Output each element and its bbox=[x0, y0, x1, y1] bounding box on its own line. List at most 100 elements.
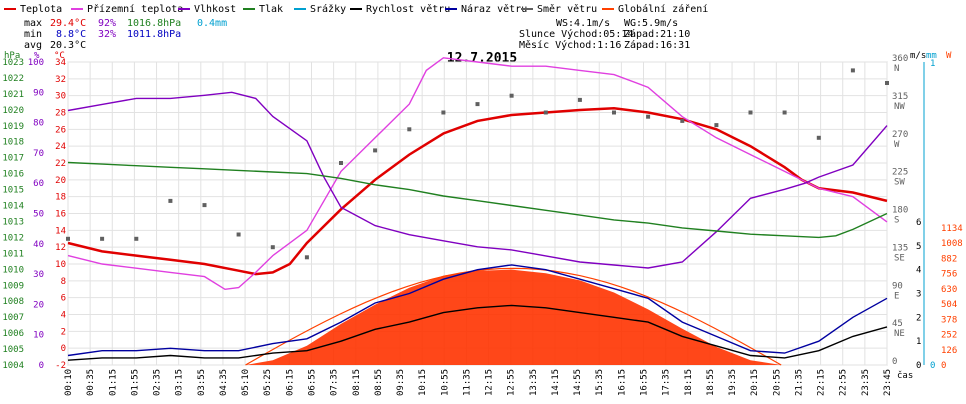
temp-axis-tick-13: 24 bbox=[55, 142, 66, 152]
stats-max-press: 1016.8hPa bbox=[127, 18, 181, 29]
temp-unit: °C bbox=[54, 51, 65, 61]
x-axis-tick-1: 00:35 bbox=[86, 369, 96, 396]
pct-axis-tick-3: 30 bbox=[33, 270, 44, 280]
legend-label-5: Rychlost větru bbox=[366, 3, 450, 15]
dir-axis-tick-0: 360 bbox=[892, 54, 908, 64]
wind-dir-point-18 bbox=[680, 118, 685, 123]
ms-axis-tick-0: 0 bbox=[916, 361, 921, 371]
dir-axis-tick-3: 225 bbox=[892, 168, 908, 178]
pct-axis-tick-4: 40 bbox=[33, 240, 44, 250]
hpa-axis-tick-10: 1014 bbox=[2, 202, 24, 212]
x-axis-tick-0: 00:10 bbox=[64, 369, 74, 396]
dir-axis-label-1: NW bbox=[894, 102, 905, 112]
hpa-axis-tick-1: 1005 bbox=[2, 345, 24, 355]
pct-unit: % bbox=[34, 51, 40, 61]
x-axis-tick-34: 22:15 bbox=[817, 369, 827, 396]
hpa-axis-tick-9: 1013 bbox=[2, 218, 24, 228]
x-axis-tick-22: 14:15 bbox=[551, 369, 561, 396]
temp-axis-tick-7: 12 bbox=[55, 243, 66, 253]
wind-dir-point-15 bbox=[577, 97, 582, 102]
stats-max-temp: 29.4°C bbox=[50, 18, 86, 29]
x-axis-tick-5: 03:15 bbox=[175, 369, 185, 396]
dir-axis-label-4: S bbox=[894, 216, 899, 226]
hpa-axis-tick-18: 1022 bbox=[2, 74, 24, 84]
temp-axis-tick-12: 22 bbox=[55, 159, 66, 169]
stats-min-press: 1011.8hPa bbox=[127, 29, 181, 40]
temp-axis-tick-3: 4 bbox=[61, 311, 66, 321]
dir-axis-label-7: NE bbox=[894, 329, 905, 339]
dir-axis-label-5: SE bbox=[894, 253, 905, 263]
stats-avg-temp: 20.3°C bbox=[50, 40, 86, 51]
hpa-axis-tick-6: 1010 bbox=[2, 265, 24, 275]
temp-axis-tick-17: 32 bbox=[55, 75, 66, 85]
info-moon-set: Západ:16:31 bbox=[624, 39, 690, 51]
x-axis-tick-13: 08:15 bbox=[352, 369, 362, 396]
x-axis-tick-10: 06:15 bbox=[285, 369, 295, 396]
x-axis-tick-24: 15:35 bbox=[595, 369, 605, 396]
x-axis-tick-11: 06:55 bbox=[308, 369, 318, 396]
w-axis-tick-7: 882 bbox=[941, 254, 957, 264]
info-wg: WG:5.9m/s bbox=[624, 18, 678, 29]
temp-axis-tick-10: 18 bbox=[55, 193, 66, 203]
hpa-axis-tick-17: 1021 bbox=[2, 90, 24, 100]
series-vlhkost bbox=[67, 91, 888, 269]
radiation-layer bbox=[245, 267, 782, 366]
dir-axis-tick-1: 315 bbox=[892, 92, 908, 102]
info-moon: Měsíc Východ:1:16 bbox=[519, 39, 621, 51]
stats-max-hum: 92% bbox=[98, 18, 116, 29]
temp-axis-tick-0: -2 bbox=[55, 361, 66, 371]
wind-dir-point-3 bbox=[168, 198, 173, 203]
wind-dir-point-19 bbox=[714, 123, 719, 128]
hpa-axis-tick-14: 1018 bbox=[2, 138, 24, 148]
x-axis-tick-18: 11:35 bbox=[462, 369, 472, 396]
wind-dir-point-21 bbox=[782, 110, 787, 115]
wind-dir-point-23 bbox=[850, 68, 855, 73]
stats-max-rain: 0.4mm bbox=[197, 18, 227, 29]
x-axis-tick-16: 10:15 bbox=[418, 369, 428, 396]
x-axis-tick-30: 19:35 bbox=[728, 369, 738, 396]
radiation-area bbox=[245, 269, 782, 365]
ms-axis-tick-4: 4 bbox=[916, 266, 921, 276]
series-layer bbox=[66, 57, 889, 361]
w-axis-tick-9: 1134 bbox=[941, 224, 963, 234]
temp-axis-tick-2: 2 bbox=[61, 327, 66, 337]
w-axis-tick-2: 252 bbox=[941, 331, 957, 341]
pct-axis-tick-6: 60 bbox=[33, 179, 44, 189]
wind-dir-point-22 bbox=[816, 135, 821, 140]
wind-dir-point-17 bbox=[646, 114, 651, 119]
x-axis-tick-26: 16:55 bbox=[640, 369, 650, 396]
w-axis-tick-0: 0 bbox=[941, 361, 946, 371]
hpa-axis-tick-16: 1020 bbox=[2, 106, 24, 116]
temp-axis-tick-18: 34 bbox=[55, 58, 66, 68]
pct-axis-tick-2: 20 bbox=[33, 300, 44, 310]
x-axis-tick-3: 01:55 bbox=[130, 369, 140, 396]
x-axis-tick-23: 14:55 bbox=[573, 369, 583, 396]
pct-axis-tick-0: 0 bbox=[39, 361, 44, 371]
ms-axis-tick-2: 2 bbox=[916, 313, 921, 323]
pct-axis-tick-9: 90 bbox=[33, 88, 44, 98]
legend-label-6: Náraz větru bbox=[461, 3, 527, 15]
x-unit: čas bbox=[897, 370, 913, 381]
hpa-axis-tick-19: 1023 bbox=[2, 58, 24, 68]
dir-axis-tick-5: 135 bbox=[892, 243, 908, 253]
x-axis-tick-8: 05:10 bbox=[241, 369, 251, 396]
stats-block: max 29.4°C 92% 1016.8hPa 0.4mm min 8.8°C… bbox=[24, 18, 690, 51]
dir-axis-tick-7: 45 bbox=[892, 319, 903, 329]
hpa-unit: hPa bbox=[4, 51, 20, 61]
temp-axis-tick-9: 16 bbox=[55, 210, 66, 220]
dir-axis-tick-8: 0 bbox=[892, 357, 897, 367]
x-axis-tick-12: 07:35 bbox=[330, 369, 340, 396]
wind-dir-point-9 bbox=[373, 148, 378, 153]
pct-axis-tick-1: 10 bbox=[33, 331, 44, 341]
ms-axis-tick-1: 1 bbox=[916, 337, 921, 347]
dir-axis-tick-2: 270 bbox=[892, 130, 908, 140]
stats-min-temp: 8.8°C bbox=[56, 29, 86, 40]
x-axis-tick-36: 23:35 bbox=[861, 369, 871, 396]
stats-max-label: max bbox=[24, 18, 42, 29]
legend: Teplota Přízemní teplota Vlhkost Tlak Srážky… bbox=[4, 3, 708, 15]
x-axis-tick-14: 08:55 bbox=[374, 369, 384, 396]
x-axis-tick-20: 12:55 bbox=[507, 369, 517, 396]
hpa-axis-tick-0: 1004 bbox=[2, 361, 24, 371]
hpa-axis-tick-11: 1015 bbox=[2, 186, 24, 196]
